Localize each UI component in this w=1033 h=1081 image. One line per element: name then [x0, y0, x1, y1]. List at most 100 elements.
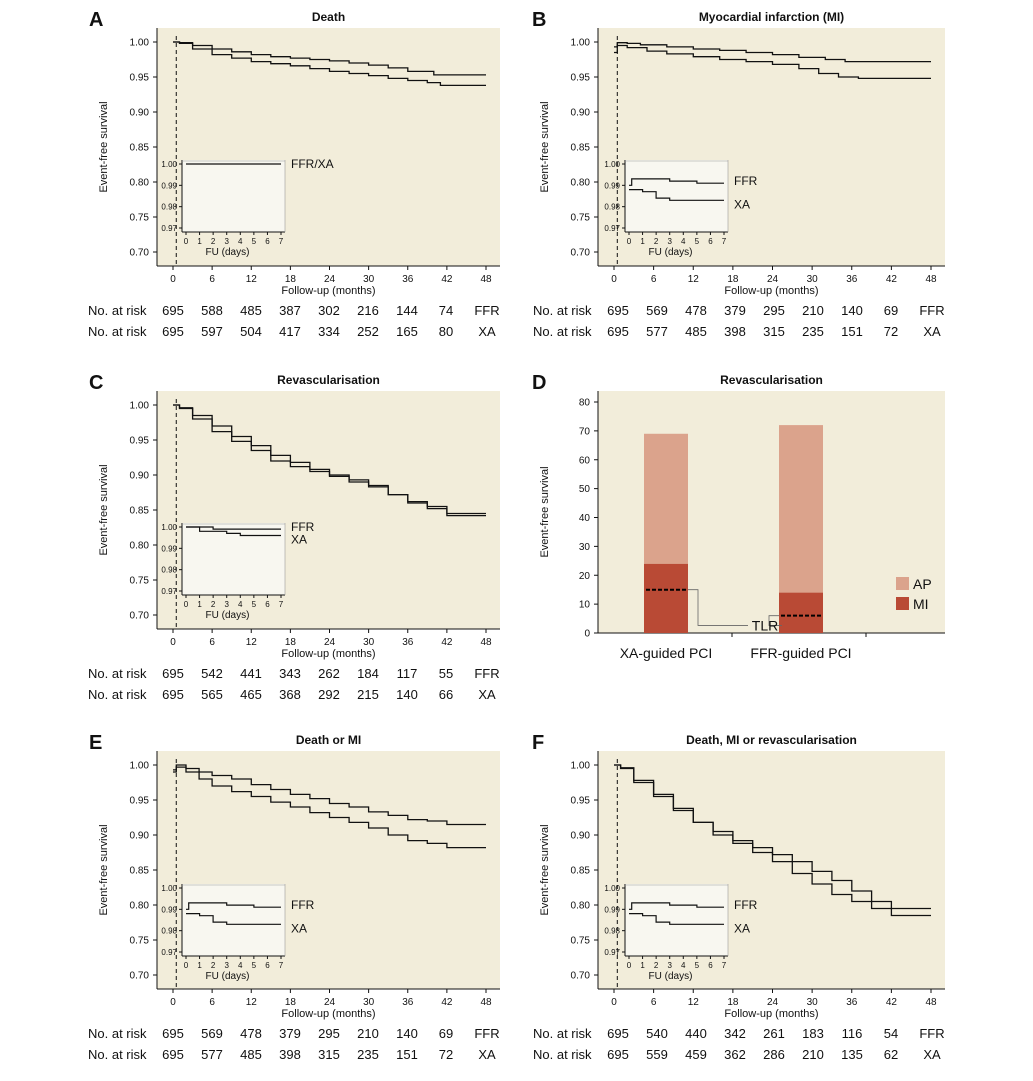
risk-value: 117: [397, 666, 418, 681]
x-tick-label: 48: [480, 997, 492, 1008]
inset-x-tick-label: 3: [224, 961, 229, 970]
risk-value: 597: [201, 324, 223, 339]
km-curve-XA: [173, 766, 486, 849]
inset-x-tick-label: 1: [197, 237, 202, 246]
inset-x-axis-label: FU (days): [649, 971, 693, 982]
inset-x-axis-label: FU (days): [206, 610, 250, 621]
inset-x-tick-label: 3: [224, 237, 229, 246]
risk-value: 485: [685, 324, 707, 339]
x-tick-label: 18: [285, 274, 297, 285]
inset-x-tick-label: 2: [654, 961, 659, 970]
x-axis-label: Follow-up (months): [281, 285, 375, 297]
panel-title: Death or MI: [296, 733, 361, 747]
y-tick-label: 0.85: [571, 866, 591, 877]
risk-value: 441: [240, 666, 262, 681]
risk-value: 485: [240, 303, 262, 318]
risk-group: XA: [478, 1047, 496, 1062]
inset-curve-FFR: [629, 902, 724, 910]
risk-value: 542: [201, 666, 223, 681]
risk-value: 695: [607, 324, 629, 339]
risk-value: 261: [763, 1026, 785, 1041]
km-curve-XA: [173, 404, 486, 515]
x-tick-label: 48: [925, 997, 937, 1008]
inset-x-tick-label: 1: [197, 600, 202, 609]
panel-title: Myocardial infarction (MI): [699, 10, 844, 24]
y-axis-label: Event-free survival: [98, 101, 110, 192]
x-tick-label: 24: [324, 274, 336, 285]
risk-label: No. at risk: [533, 324, 592, 339]
inset-legend-FFR: FFR: [734, 174, 758, 188]
risk-value: 292: [318, 687, 340, 702]
inset-x-tick-label: 4: [238, 600, 243, 609]
risk-value: 417: [279, 324, 301, 339]
risk-value: 588: [201, 303, 223, 318]
inset-y-tick-label: 0.97: [161, 587, 177, 596]
risk-value: 695: [607, 1047, 629, 1062]
y-tick-label: 50: [579, 484, 591, 495]
inset-y-tick-label: 0.99: [604, 181, 620, 190]
inset-y-tick-label: 0.99: [604, 905, 620, 914]
risk-group: XA: [478, 687, 496, 702]
inset-x-tick-label: 5: [695, 237, 700, 246]
risk-value: 216: [357, 303, 379, 318]
km-curve-XA: [614, 764, 931, 917]
legend-swatch-MI: [896, 597, 909, 610]
risk-value: 165: [396, 324, 418, 339]
x-tick-label: 36: [402, 997, 414, 1008]
bar-MI-1: [644, 563, 688, 633]
x-tick-label: 36: [846, 274, 858, 285]
risk-value: 695: [607, 303, 629, 318]
panel-title: Revascularisation: [277, 373, 380, 387]
risk-value: 140: [396, 1026, 418, 1041]
risk-label: No. at risk: [88, 687, 147, 702]
risk-value: 69: [884, 303, 898, 318]
panel-B: B Myocardial infarction (MI) 1.00 0.95 0.90 0…: [532, 9, 945, 339]
inset-y-tick-label: 0.97: [604, 224, 620, 233]
risk-value: 478: [240, 1026, 262, 1041]
y-tick-label: 0.90: [571, 108, 591, 119]
x-axis-label: Follow-up (months): [281, 648, 375, 660]
tlr-connector-1: [688, 589, 748, 626]
risk-value: 315: [318, 1047, 340, 1062]
risk-group: XA: [923, 324, 941, 339]
risk-value: 362: [724, 1047, 746, 1062]
inset-y-tick-label: 0.98: [604, 927, 620, 936]
risk-value: 295: [763, 303, 785, 318]
risk-value: 135: [841, 1047, 863, 1062]
x-tick-label: 0: [170, 637, 176, 648]
y-tick-label: 0.90: [130, 108, 150, 119]
inset-x-tick-label: 6: [708, 237, 713, 246]
inset-x-tick-label: 2: [654, 237, 659, 246]
panel-letter: C: [89, 372, 103, 394]
x-tick-label: 12: [246, 637, 258, 648]
inset-x-tick-label: 3: [224, 600, 229, 609]
y-tick-label: 0.75: [571, 936, 591, 947]
y-tick-label: 0.85: [130, 143, 150, 154]
inset-legend-FFR/XA: FFR/XA: [291, 157, 334, 171]
panel-D: D Revascularisation 80 70 60 50 40 30 20 10 0 Event…: [532, 372, 945, 661]
risk-value: 540: [646, 1026, 668, 1041]
x-tick-label: 24: [324, 997, 336, 1008]
inset-x-tick-label: 2: [211, 961, 216, 970]
risk-value: 342: [724, 1026, 746, 1041]
km-curve-FFR: [173, 764, 486, 826]
y-tick-label: 0.85: [130, 866, 150, 877]
inset-x-tick-label: 7: [279, 237, 284, 246]
y-tick-label: 1.00: [571, 761, 591, 772]
y-tick-label: 1.00: [571, 38, 591, 49]
risk-value: 235: [802, 324, 824, 339]
risk-label: No. at risk: [88, 1026, 147, 1041]
risk-value: 398: [724, 324, 746, 339]
inset-legend-XA: XA: [291, 533, 307, 547]
risk-value: 577: [646, 324, 668, 339]
inset-legend-XA: XA: [734, 197, 750, 211]
y-tick-label: 0.80: [130, 541, 150, 552]
risk-value: 151: [396, 1047, 418, 1062]
risk-value: 54: [884, 1026, 898, 1041]
risk-value: 151: [841, 324, 863, 339]
risk-group: XA: [923, 1047, 941, 1062]
tlr-label: TLR: [752, 617, 778, 633]
risk-value: 695: [162, 1047, 184, 1062]
y-tick-label: 0.70: [571, 248, 591, 259]
risk-value: 295: [318, 1026, 340, 1041]
